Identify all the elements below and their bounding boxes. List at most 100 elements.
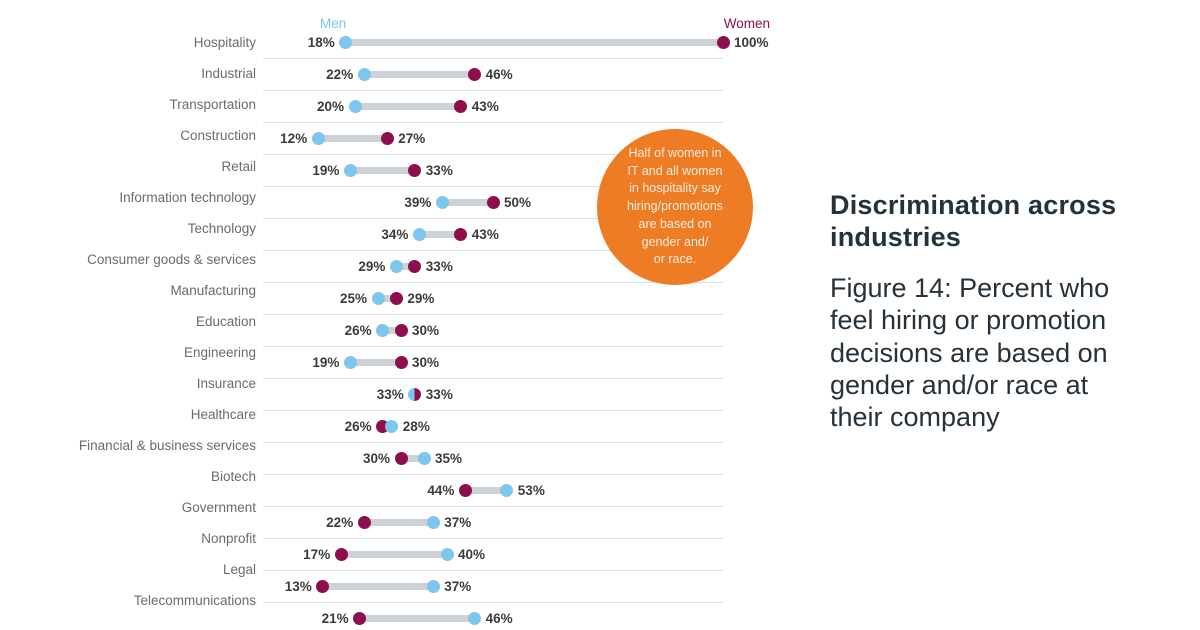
industry-label: Retail [221,159,256,174]
legend-men-label: Men [320,16,347,31]
min-value-label: 19% [312,355,340,370]
max-value-label: 50% [504,195,532,210]
dumbbell-bar [419,231,461,238]
dumbbell-bar [378,295,397,302]
industry-label: Insurance [196,376,256,391]
women-dot [454,100,468,113]
dumbbell-bar [350,359,401,366]
min-value-label: 34% [381,227,409,242]
dumbbell-bar [382,327,401,334]
legend-women-label: Women [723,16,770,31]
dumbbell-bar [318,135,388,142]
max-value-label: 43% [471,227,499,242]
chart-row: 22% 46% [263,59,723,91]
chart-row: 29% 33% [263,251,723,283]
men-dot [412,228,426,241]
callout-bubble: Half of women in IT and all women in hos… [597,129,753,285]
plot-area: Men Women 18% 100% 22% 46% 20% 43% 12% 27% 19% 33… [263,16,770,630]
men-dot [357,68,371,81]
dumbbell-bar [396,263,415,270]
min-value-label: 33% [376,387,404,402]
dumbbell-bar [355,103,461,110]
callout-text: Half of women in IT and all women in hos… [627,145,723,267]
women-dot [468,68,482,81]
men-dot [343,356,357,369]
industry-label: Industrial [201,66,256,81]
max-value-label: 33% [425,387,453,402]
men-dot [389,260,403,273]
women-dot [458,484,472,497]
chart-row: 19% 30% [263,347,723,379]
men-dot [426,516,440,529]
chart-row: 30% 35% [263,443,723,475]
women-dot [408,260,422,273]
men-dot [385,420,399,433]
min-value-label: 25% [339,291,367,306]
industry-label: Transportation [169,97,256,112]
women-dot [454,228,468,241]
min-value-label: 39% [404,195,432,210]
dumbbell-bar [364,71,475,78]
max-value-label: 27% [398,131,426,146]
industry-label: Biotech [210,469,256,484]
women-dot [353,612,367,625]
chart-row: 39% 50% [263,187,723,219]
chart-row: 17% 40% [263,539,723,571]
max-value-label: 46% [485,67,513,82]
women-dot [486,196,500,209]
men-dot [435,196,449,209]
chart-title: Discrimination across industries [830,190,1117,252]
industry-label: Telecommunications [133,593,256,608]
women-dot [357,516,371,529]
men-dot [376,324,390,337]
min-value-label: 21% [321,611,349,626]
men-dot [440,548,454,561]
industry-label: Consumer goods & services [87,252,256,267]
men-dot [348,100,362,113]
chart-row: 13% 37% [263,571,723,603]
women-dot [389,292,403,305]
min-value-label: 29% [358,259,386,274]
industry-labels: Hospitality Industrial Transportation Const… [0,27,256,616]
chart-row: 26% 28% [263,411,723,443]
men-women-dot [408,388,422,401]
women-dot [394,356,408,369]
industry-label: Healthcare [190,407,256,422]
chart-row: 33% 33% [263,379,723,411]
min-value-label: 22% [326,67,354,82]
industry-label: Nonprofit [201,531,256,546]
chart-row: 44% 53% [263,475,723,507]
chart-row: 26% 30% [263,315,723,347]
dumbbell-bar [345,39,723,46]
max-value-label: 35% [435,451,463,466]
men-dot [500,484,514,497]
dumbbell-bar [364,519,434,526]
industry-label: Manufacturing [170,283,256,298]
industry-label: Engineering [183,345,256,360]
chart-caption: Figure 14: Percent who feel hiring or pr… [830,272,1110,433]
chart-row: 12% 27% [263,123,723,155]
dumbbell-bar [322,583,434,590]
max-value-label: 53% [517,483,545,498]
dumbbell-bar [442,199,493,206]
max-value-label: 37% [444,579,472,594]
industry-label: Legal [222,562,256,577]
industry-label: Technology [187,221,256,236]
min-value-label: 17% [303,547,331,562]
min-value-label: 22% [326,515,354,530]
max-value-label: 37% [444,515,472,530]
max-value-label: 43% [471,99,499,114]
men-dot [339,36,353,49]
min-value-label: 44% [427,483,455,498]
chart-row: 34% 43% [263,219,723,251]
chart-row: 25% 29% [263,283,723,315]
industry-label: Hospitality [193,35,256,50]
women-dot [334,548,348,561]
chart-row: 21% 46% [263,603,723,630]
women-dot [716,36,730,49]
max-value-label: 40% [458,547,486,562]
chart-row: 20% 43% [263,91,723,123]
men-dot [311,132,325,145]
min-value-label: 18% [307,35,335,50]
